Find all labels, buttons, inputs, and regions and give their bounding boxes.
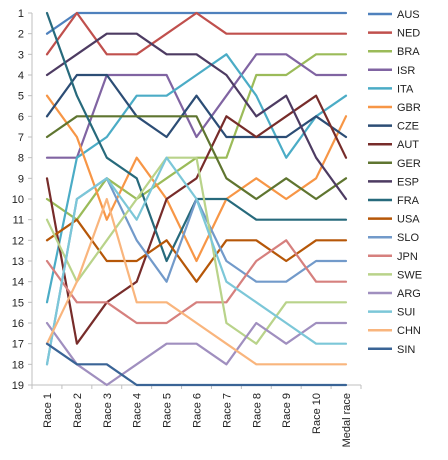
y-tick-label: 12: [12, 235, 24, 247]
x-tick-label: Race 8: [251, 393, 263, 428]
x-tick-label: Race 9: [281, 393, 293, 428]
x-tick-label: Race 2: [72, 393, 84, 428]
x-tick-label: Race 1: [42, 393, 54, 428]
series-line-isr: [45, 53, 348, 159]
x-tick-label: Race 7: [221, 393, 233, 428]
legend-label-aut: AUT: [397, 139, 419, 151]
series-line-esp: [45, 32, 348, 201]
series-line-slo: [45, 177, 348, 366]
y-tick-label: 18: [12, 359, 24, 371]
legend-label-swe: SWE: [397, 269, 422, 281]
y-tick-label: 10: [12, 194, 24, 206]
legend-label-arg: ARG: [397, 288, 421, 300]
legend-label-ger: GER: [397, 158, 421, 170]
series-line-ger: [45, 115, 348, 201]
y-tick-label: 4: [18, 70, 24, 82]
series-line-sin: [45, 342, 348, 387]
series-line-aut: [45, 94, 348, 345]
series-line-sui: [45, 156, 348, 366]
y-tick-label: 6: [18, 111, 24, 123]
legend-label-sin: SIN: [397, 344, 415, 356]
x-tick-label: Medal race: [341, 393, 353, 447]
legend: AUS NED BRA ISR ITA GBR CZE AUT GER ESP FRA USA SLO J…: [368, 9, 422, 356]
y-tick-label: 2: [18, 29, 24, 41]
legend-label-jpn: JPN: [397, 251, 418, 263]
series-line-chn: [45, 197, 348, 366]
legend-label-cze: CZE: [397, 121, 419, 133]
series-line-arg: [45, 321, 348, 387]
y-tick-label: 13: [12, 256, 24, 268]
series-line-swe: [45, 156, 348, 345]
series-line-gbr: [45, 94, 348, 263]
legend-label-aus: AUS: [397, 9, 420, 21]
y-tick-label: 14: [12, 277, 24, 289]
x-tick-labels: Race 1 Race 2 Race 3 Race 4 Race 5 Race 6 Race…: [42, 393, 353, 447]
legend-label-ita: ITA: [397, 83, 414, 95]
x-tick-label: Race 3: [102, 393, 114, 428]
legend-label-slo: SLO: [397, 232, 419, 244]
series-line-ita: [45, 53, 348, 304]
legend-label-bra: BRA: [397, 46, 420, 58]
y-tick-label: 7: [18, 132, 24, 144]
legend-label-gbr: GBR: [397, 102, 421, 114]
y-tick-label: 15: [12, 297, 24, 309]
y-tick-label: 1: [18, 8, 24, 20]
legend-label-fra: FRA: [397, 195, 420, 207]
y-tick-label: 19: [12, 380, 24, 392]
series-lines: [45, 11, 348, 387]
y-tick-label: 16: [12, 318, 24, 330]
y-tick-label: 9: [18, 173, 24, 185]
y-tick-label: 11: [13, 215, 24, 227]
series-line-cze: [45, 73, 348, 139]
legend-label-chn: CHN: [397, 325, 421, 337]
x-tick-label: Race 10: [311, 393, 323, 434]
legend-label-usa: USA: [397, 214, 420, 226]
series-line-aus: [45, 11, 348, 35]
legend-label-ned: NED: [397, 28, 420, 40]
x-tick-label: Race 4: [132, 393, 144, 428]
legend-label-isr: ISR: [397, 65, 415, 77]
y-tick-label: 17: [12, 339, 24, 351]
x-tick-label: Race 6: [192, 393, 204, 428]
y-tick-label: 8: [18, 153, 24, 165]
y-tick-label: 5: [18, 91, 24, 103]
legend-label-sui: SUI: [397, 307, 415, 319]
x-tick-label: Race 5: [162, 393, 174, 428]
legend-label-esp: ESP: [397, 176, 419, 188]
series-line-ned: [45, 11, 348, 56]
y-tick-label: 3: [18, 49, 24, 61]
series-line-jpn: [45, 239, 348, 325]
